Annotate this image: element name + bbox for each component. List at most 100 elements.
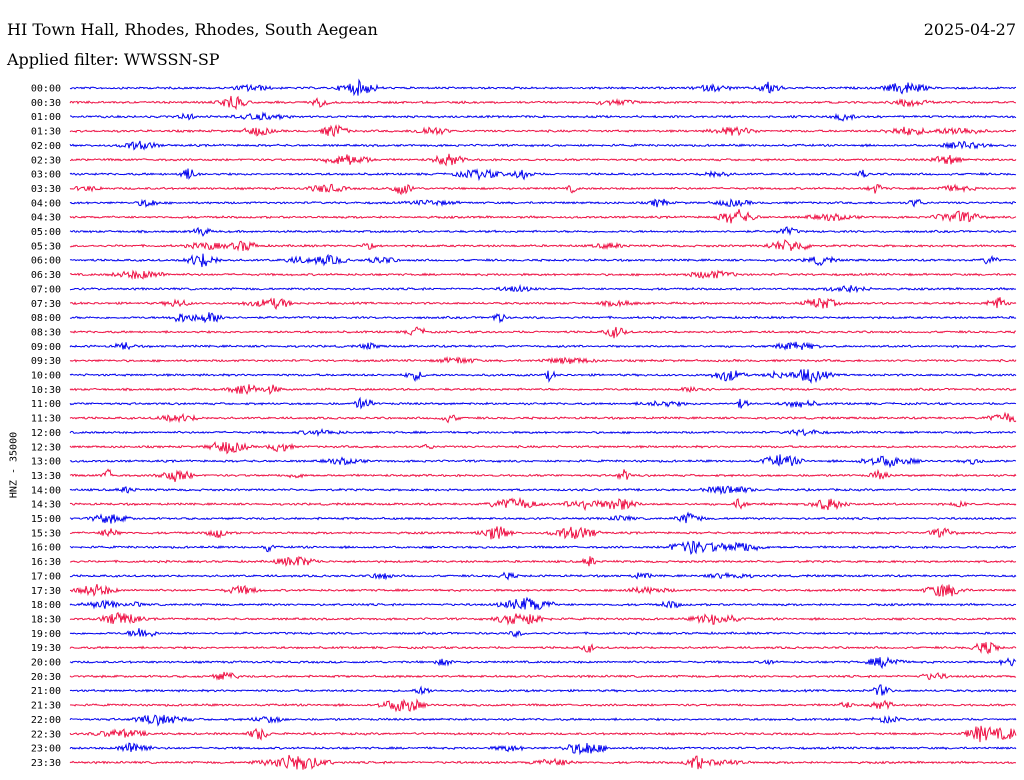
time-tick-label: 21:00 [31, 686, 61, 697]
time-tick-label: 01:00 [31, 112, 61, 123]
seismic-trace [69, 198, 1017, 208]
time-tick-label: 02:30 [31, 155, 61, 166]
seismic-trace [69, 526, 1017, 540]
seismic-trace [69, 356, 1017, 365]
seismic-trace [69, 441, 1017, 455]
time-tick-label: 20:30 [31, 672, 61, 683]
time-tick-label: 06:00 [31, 256, 61, 267]
time-tick-label: 05:00 [31, 227, 61, 238]
time-tick-label: 18:00 [31, 600, 61, 611]
seismic-trace [69, 312, 1017, 324]
seismic-trace [69, 95, 1017, 111]
time-tick-label: 23:00 [31, 744, 61, 755]
seismic-trace [69, 384, 1017, 395]
time-tick-label: 02:00 [31, 141, 61, 152]
seismic-trace [69, 253, 1017, 268]
time-tick-label: 03:00 [31, 170, 61, 181]
seismic-trace [69, 78, 1017, 97]
time-tick-label: 16:30 [31, 557, 61, 568]
time-tick-label: 09:30 [31, 356, 61, 367]
time-tick-label: 08:00 [31, 313, 61, 324]
time-tick-label: 01:30 [31, 127, 61, 138]
seismic-trace [69, 140, 1017, 151]
seismic-trace [69, 698, 1017, 713]
seismic-trace [69, 168, 1017, 182]
time-tick-label: 05:30 [31, 241, 61, 252]
seismic-trace [69, 111, 1017, 122]
seismic-trace [69, 611, 1017, 626]
seismic-trace [69, 209, 1017, 224]
time-tick-label: 04:00 [31, 198, 61, 209]
time-tick-label: 17:30 [31, 586, 61, 597]
time-tick-label: 20:00 [31, 658, 61, 669]
seismic-trace [69, 684, 1017, 696]
seismic-trace [69, 369, 1017, 385]
time-tick-label: 17:00 [31, 571, 61, 582]
seismic-trace [69, 269, 1017, 280]
seismic-trace [69, 496, 1017, 512]
time-tick-label: 14:00 [31, 485, 61, 496]
seismic-trace [69, 596, 1017, 610]
seismic-trace [69, 341, 1017, 351]
seismic-trace [69, 628, 1017, 639]
seismic-trace [69, 427, 1017, 438]
time-tick-label: 19:30 [31, 643, 61, 654]
seismic-trace [69, 555, 1017, 567]
time-tick-label: 00:00 [31, 84, 61, 95]
time-tick-label: 15:30 [31, 528, 61, 539]
time-tick-label: 07:00 [31, 284, 61, 295]
time-tick-label: 23:30 [31, 758, 61, 769]
time-tick-label: 21:30 [31, 701, 61, 712]
time-tick-label: 13:00 [31, 457, 61, 468]
station-title: HI Town Hall, Rhodes, Rhodes, South Aege… [7, 20, 378, 39]
seismic-trace [69, 239, 1017, 252]
time-tick-label: 22:30 [31, 729, 61, 740]
time-tick-label: 15:00 [31, 514, 61, 525]
seismic-trace [69, 641, 1017, 655]
time-tick-label: 07:30 [31, 299, 61, 310]
time-tick-label: 19:00 [31, 629, 61, 640]
seismic-trace [69, 754, 1017, 770]
time-tick-label: 00:30 [31, 98, 61, 109]
time-tick-label: 13:30 [31, 471, 61, 482]
time-tick-label: 22:00 [31, 715, 61, 726]
seismic-trace [69, 540, 1016, 555]
time-tick-label: 12:30 [31, 442, 61, 453]
seismic-trace [69, 656, 1017, 670]
seismic-trace [69, 153, 1017, 167]
time-tick-label: 04:30 [31, 213, 61, 224]
time-tick-label: 03:30 [31, 184, 61, 195]
time-tick-label: 10:00 [31, 371, 61, 382]
time-tick-label: 11:30 [31, 414, 61, 425]
filter-label: Applied filter: WWSSN-SP [7, 50, 220, 69]
time-tick-label: 09:00 [31, 342, 61, 353]
seismic-trace [69, 742, 1017, 756]
seismic-trace [69, 183, 1017, 196]
time-tick-label: 11:00 [31, 399, 61, 410]
seismic-trace [69, 411, 1017, 424]
time-tick-label: 10:30 [31, 385, 61, 396]
seismic-trace [69, 454, 1017, 469]
seismic-trace [69, 396, 1017, 410]
time-tick-label: 08:30 [31, 327, 61, 338]
time-tick-label: 14:30 [31, 500, 61, 511]
record-date: 2025-04-27 [923, 20, 1016, 39]
seismic-trace [69, 571, 1017, 581]
seismic-trace [69, 511, 1017, 524]
time-tick-label: 06:30 [31, 270, 61, 281]
seismic-trace [69, 725, 1017, 743]
seismic-trace [69, 124, 1017, 138]
seismic-trace [69, 326, 1017, 339]
seismic-trace [69, 671, 1017, 681]
seismic-trace [69, 468, 1017, 483]
time-tick-label: 16:00 [31, 543, 61, 554]
seismic-trace [69, 485, 1017, 496]
seismic-trace [69, 714, 1017, 727]
time-tick-label: 18:30 [31, 614, 61, 625]
seismic-trace [69, 284, 1017, 294]
seismic-trace [69, 297, 1017, 310]
time-tick-label: 12:00 [31, 428, 61, 439]
seismic-trace [69, 583, 1017, 597]
seismic-trace [69, 226, 1017, 237]
